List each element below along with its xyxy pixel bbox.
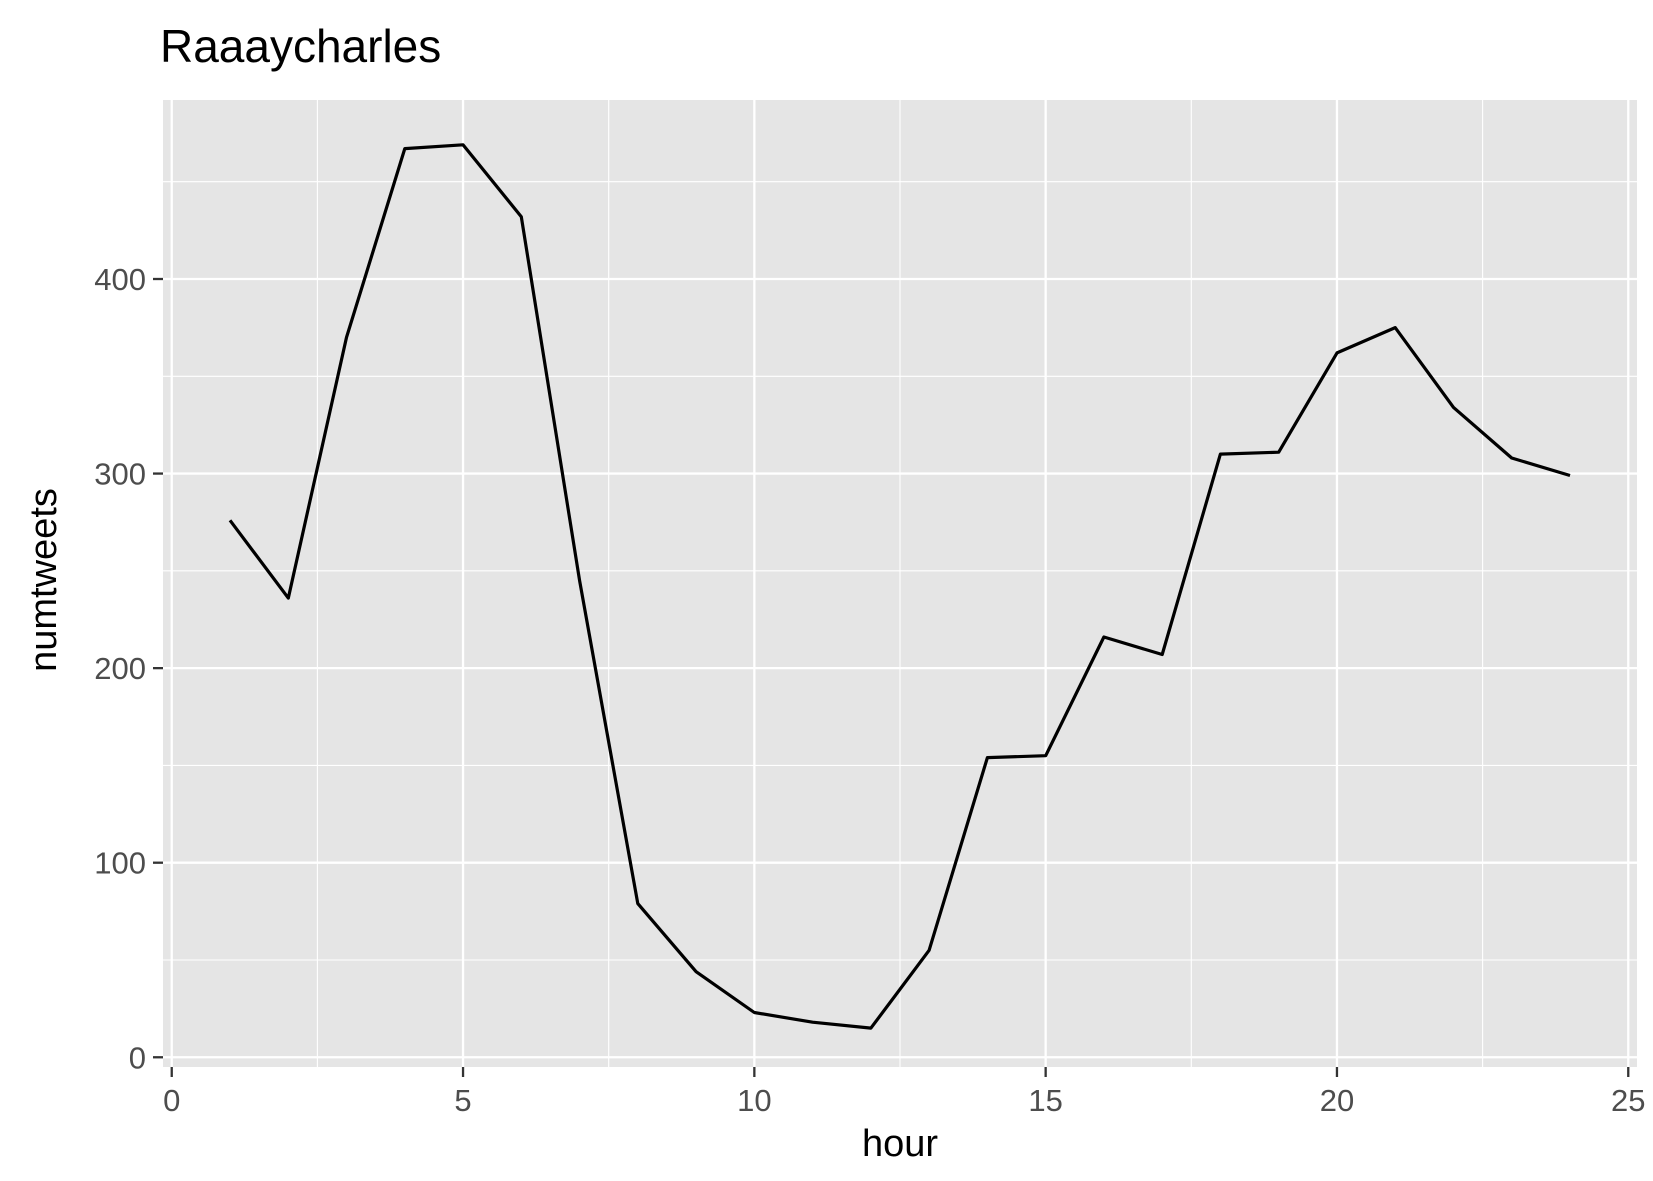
y-tick-label: 0 [129, 1040, 146, 1075]
chart-title: Raaaycharles [160, 20, 441, 72]
x-tick-label: 15 [1028, 1083, 1062, 1118]
x-axis-title: hour [862, 1123, 938, 1165]
major-gridlines [163, 100, 1637, 1067]
y-tick-label: 200 [94, 651, 146, 686]
x-tick-label: 25 [1611, 1083, 1645, 1118]
x-tick-label: 10 [737, 1083, 771, 1118]
series-line [228, 143, 1571, 1030]
y-axis: 0 100 200 300 400 [94, 262, 163, 1075]
data-layer [228, 143, 1571, 1030]
y-axis-title: numtweets [23, 488, 65, 672]
x-tick-label: 5 [454, 1083, 471, 1118]
x-tick-label: 20 [1320, 1083, 1354, 1118]
y-tick-label: 400 [94, 262, 146, 297]
y-tick-label: 300 [94, 457, 146, 492]
y-tick-label: 100 [94, 846, 146, 881]
x-axis: 0 5 10 15 20 25 [163, 1067, 1646, 1118]
x-tick-label: 0 [163, 1083, 180, 1118]
minor-gridlines [163, 100, 1637, 1067]
